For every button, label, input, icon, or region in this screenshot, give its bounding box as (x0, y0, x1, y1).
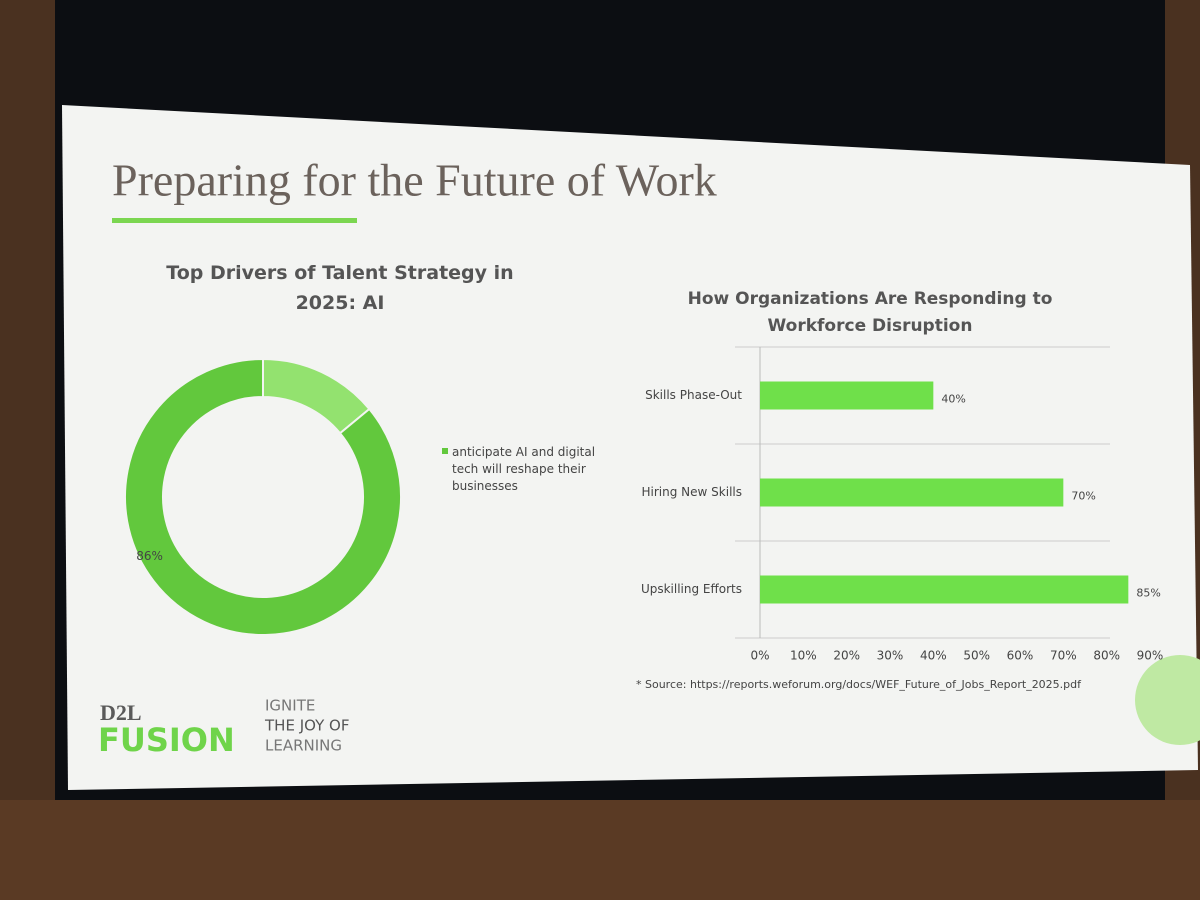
corner-decoration (1135, 655, 1200, 745)
logo-brand: D2L (100, 700, 142, 725)
bar (760, 478, 1064, 507)
data-label: 85% (1136, 587, 1160, 600)
category-label: Skills Phase-Out (645, 388, 742, 402)
curtain-left (0, 0, 55, 900)
donut-segment (124, 357, 402, 636)
bar-title: How Organizations Are Responding to Work… (687, 289, 1053, 336)
bar (760, 575, 1129, 604)
x-tick-label: 0% (750, 649, 769, 663)
x-tick-label: 40% (920, 649, 947, 663)
logo-tagline: LEARNING (265, 737, 342, 755)
legend-swatch (442, 448, 448, 454)
data-label: 40% (941, 393, 965, 406)
donut-title: Top Drivers of Talent Strategy in 2025: … (166, 262, 514, 314)
title-underline (112, 218, 357, 223)
legend-label: anticipate AI and digital tech will resh… (452, 445, 596, 493)
slide-title: Preparing for the Future of Work (112, 155, 717, 206)
category-label: Hiring New Skills (642, 485, 742, 499)
logo-tagline: THE JOY OF (264, 717, 349, 735)
curtain-bottom (0, 800, 1200, 900)
x-tick-label: 20% (833, 649, 860, 663)
source-note: * Source: https://reports.weforum.org/do… (636, 678, 1082, 691)
x-tick-label: 80% (1093, 649, 1120, 663)
x-tick-label: 10% (790, 649, 817, 663)
data-label: 86% (136, 549, 163, 563)
logo-product: FUSION (98, 721, 235, 759)
category-label: Upskilling Efforts (641, 582, 742, 596)
x-tick-label: 70% (1050, 649, 1077, 663)
logo-tagline: IGNITE (265, 697, 315, 715)
data-label: 70% (1071, 490, 1095, 503)
x-tick-label: 60% (1007, 649, 1034, 663)
bar (760, 381, 934, 410)
slide (62, 105, 1198, 790)
x-tick-label: 90% (1137, 649, 1164, 663)
x-tick-label: 30% (877, 649, 904, 663)
x-tick-label: 50% (963, 649, 990, 663)
